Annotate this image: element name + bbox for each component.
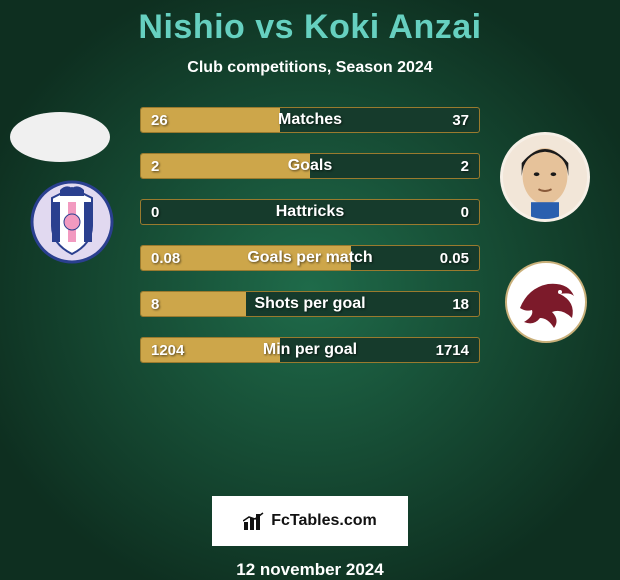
subtitle: Club competitions, Season 2024	[187, 59, 432, 77]
stat-row: 00Hattricks	[140, 199, 480, 225]
stat-label: Min per goal	[141, 338, 479, 362]
stat-label: Goals	[141, 154, 479, 178]
vs-separator: vs	[255, 8, 294, 46]
player-b-name: Koki Anzai	[304, 8, 482, 46]
stat-row: 22Goals	[140, 153, 480, 179]
stat-row: 2637Matches	[140, 107, 480, 133]
stats-panel: 2637Matches 22Goals 00Hattricks 0.080.05Goa…	[0, 107, 620, 490]
stat-label: Hattricks	[141, 200, 479, 224]
stat-bars: 2637Matches 22Goals 00Hattricks 0.080.05Goa…	[140, 107, 480, 383]
stat-row: 818Shots per goal	[140, 291, 480, 317]
stat-label: Goals per match	[141, 246, 479, 270]
date-text: 12 november 2024	[236, 560, 383, 580]
stat-row: 12041714Min per goal	[140, 337, 480, 363]
comparison-infographic: Nishio vs Koki Anzai Club competitions, …	[0, 0, 620, 580]
stat-label: Shots per goal	[141, 292, 479, 316]
source-badge-text: FcTables.com	[271, 512, 377, 530]
player-a-name: Nishio	[138, 8, 245, 46]
page-title: Nishio vs Koki Anzai	[138, 8, 481, 47]
stat-row: 0.080.05Goals per match	[140, 245, 480, 271]
stat-label: Matches	[141, 108, 479, 132]
bar-chart-icon	[243, 512, 265, 530]
source-badge: FcTables.com	[212, 496, 408, 546]
